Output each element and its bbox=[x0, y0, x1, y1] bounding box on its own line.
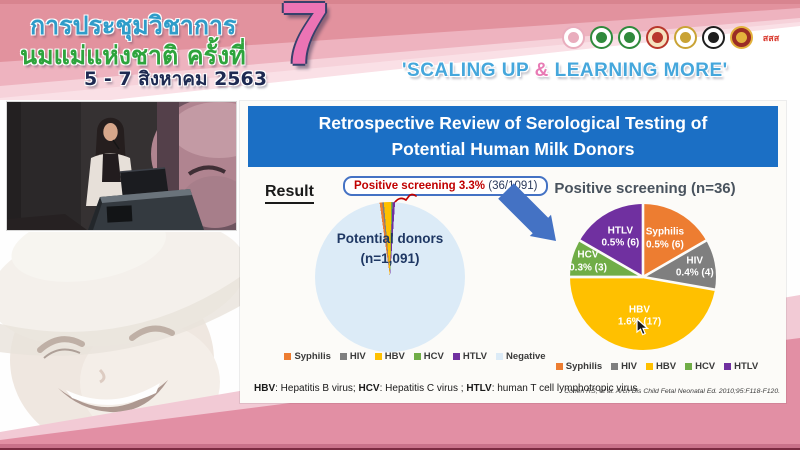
royal-institute-emblem-logo-mark bbox=[680, 32, 691, 43]
slide-title: Retrospective Review of Serological Test… bbox=[318, 113, 708, 159]
legend-label: HBV bbox=[656, 361, 677, 372]
medical-council-logo bbox=[702, 26, 725, 49]
medical-council-logo-mark bbox=[708, 32, 719, 43]
mother-child-foundation-logo-mark bbox=[568, 32, 579, 43]
royal-thai-college-logo-mark bbox=[736, 32, 747, 43]
pie1-center-line2: (n=1,091) bbox=[360, 251, 420, 267]
pie2-title: Positive screening (n=36) bbox=[554, 180, 736, 197]
legend-label: Syphilis bbox=[565, 361, 603, 372]
legend-label: HTLV bbox=[462, 351, 487, 362]
legend-swatch bbox=[413, 353, 421, 360]
citation: Cohen RS, et al. Arch Dis Child Fetal Ne… bbox=[564, 388, 780, 395]
slogan-prefix: 'SCALING UP bbox=[402, 60, 535, 81]
legend-positive-screening: Syphilis HIV HBV HCV HTLV bbox=[527, 361, 787, 372]
royal-college-emblem-logo bbox=[646, 26, 669, 49]
legend-label: HCV bbox=[695, 361, 716, 372]
background-child-photo bbox=[0, 232, 250, 450]
royal-thai-college-logo bbox=[730, 26, 753, 49]
legend-label: Syphilis bbox=[294, 351, 331, 362]
royal-institute-emblem-logo bbox=[674, 26, 697, 49]
mother-child-foundation-logo bbox=[562, 26, 585, 49]
footnote-def-hcv: : Hepatitis C virus ; bbox=[379, 383, 467, 394]
edition-number: 7 bbox=[280, 0, 329, 83]
legend-label: HTLV bbox=[734, 361, 759, 372]
footnote-def-hbv: : Hepatitis B virus; bbox=[275, 383, 359, 394]
pie-slice-label: HTLV 0.5% (6) bbox=[601, 225, 640, 249]
green-health-association-logo-mark bbox=[596, 32, 607, 43]
legend-item: HTLV bbox=[452, 351, 487, 362]
pie-slice-label: Syphilis 0.5% (6) bbox=[645, 226, 685, 251]
footnote-abbr-htlv: HTLV bbox=[466, 383, 492, 394]
pie-slice-separators bbox=[570, 204, 716, 291]
conference-slogan: 'SCALING UP & LEARNING MORE' bbox=[402, 60, 728, 82]
callout-highlight: Positive screening 3.3% bbox=[354, 180, 486, 192]
legend-item: HCV bbox=[413, 351, 444, 362]
legend-label: HIV bbox=[349, 351, 366, 362]
result-heading: Result bbox=[265, 183, 314, 204]
pie-potential-donors bbox=[315, 202, 465, 352]
blue-arrow-icon bbox=[498, 183, 556, 241]
legend-item: HIV bbox=[611, 361, 637, 372]
legend-swatch bbox=[284, 353, 292, 360]
legend-swatch bbox=[495, 353, 503, 360]
mouse-cursor-icon bbox=[636, 318, 649, 336]
legend-swatch bbox=[452, 353, 460, 360]
legend-swatch bbox=[339, 353, 347, 360]
legend-label: HCV bbox=[423, 351, 444, 362]
footnote-abbr-hbv: HBV bbox=[254, 383, 276, 394]
legend-item: HTLV bbox=[724, 361, 758, 372]
pie-slice-label: HCV 0.3% (3) bbox=[569, 249, 607, 274]
sponsor-logo-row: สสส bbox=[562, 26, 784, 49]
green-medical-association-logo-mark bbox=[624, 32, 635, 43]
royal-college-emblem-logo-mark bbox=[652, 32, 663, 43]
conference-title-line2: นมแม่แห่งชาติ ครั้งที่ bbox=[20, 41, 246, 70]
legend-item: HBV bbox=[374, 351, 405, 362]
legend-swatch bbox=[646, 363, 654, 370]
presentation-slide: Retrospective Review of Serological Test… bbox=[240, 101, 786, 403]
conference-date: 5 - 7 สิงหาคม 2563 bbox=[84, 68, 267, 90]
legend-swatch bbox=[685, 363, 693, 370]
legend-item: HCV bbox=[685, 361, 715, 372]
legend-swatch bbox=[611, 363, 619, 370]
red-brace-pointer bbox=[392, 193, 417, 206]
pie-chart-potential-donors bbox=[315, 202, 465, 352]
conference-title-line1: การประชุมวิชาการ bbox=[30, 11, 237, 40]
slogan-suffix: LEARNING MORE' bbox=[548, 60, 728, 81]
legend-item: Syphilis bbox=[284, 351, 331, 362]
legend-swatch bbox=[555, 363, 563, 370]
legend-label: HIV bbox=[621, 361, 638, 372]
green-health-association-logo bbox=[590, 26, 613, 49]
green-medical-association-logo bbox=[618, 26, 641, 49]
pie1-center-label: Potential donors (n=1,091) bbox=[300, 229, 480, 270]
legend-swatch bbox=[374, 353, 382, 360]
legend-label: HBV bbox=[384, 351, 405, 362]
slide-title-bar: Retrospective Review of Serological Test… bbox=[248, 106, 778, 167]
legend-item: HIV bbox=[339, 351, 366, 362]
legend-swatch bbox=[724, 363, 732, 370]
slogan-ampersand: & bbox=[534, 60, 549, 81]
presenter-video-feed bbox=[7, 102, 236, 230]
legend-item: Syphilis bbox=[555, 361, 603, 372]
pie1-center-line1: Potential donors bbox=[336, 231, 444, 246]
legend-item: HBV bbox=[646, 361, 676, 372]
pie-slice-label: HIV 0.4% (4) bbox=[675, 255, 714, 279]
conference-header: การประชุมวิชาการ นมแม่แห่งชาติ ครั้งที่ … bbox=[0, 0, 800, 100]
thai-health-sss-logo: สสส bbox=[762, 33, 780, 44]
footnote-abbr-hcv: HCV bbox=[358, 383, 380, 394]
